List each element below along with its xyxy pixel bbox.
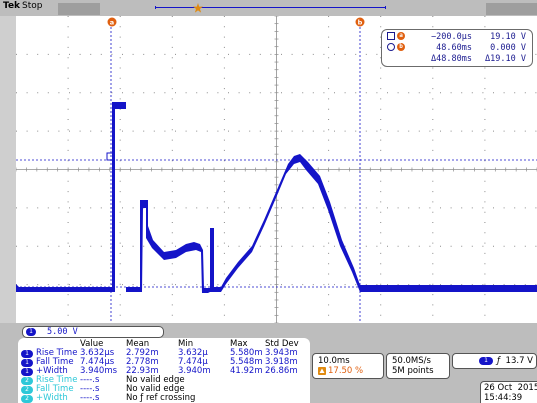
measurement-std-dev: 26.86m [265,366,298,376]
sample-rate: 50.0MS/s [392,356,431,366]
cursor-b-circle-icon [387,43,395,51]
table-row[interactable]: 1 Fall Time 7.474μs 2.778m 7.474μ 5.548m… [18,358,310,367]
measurement-std-dev: 3.943m [265,348,298,358]
brand-logo: Tek [3,1,21,11]
ground-level-arrow-icon[interactable] [16,283,19,291]
cursor-readout-panel: a −200.0μs 19.10 V b 48.60ms 0.000 V Δ48… [381,29,533,67]
grid-dots [16,16,537,323]
measurement-name: +Width [36,393,68,403]
table-row[interactable]: 2 Rise Time ----.s No valid edge [18,376,310,385]
cursor-b-time: 48.60ms [436,43,472,53]
cursor-b-badge: b [397,43,405,51]
cursor-delta-row: Δ48.80ms Δ19.10 V [382,54,532,65]
measurement-name: Rise Time [36,348,78,358]
measurement-note: No valid edge [126,384,185,394]
horizontal-position-icon [318,367,326,375]
measurement-value: 3.632μs [80,348,115,358]
measurement-max: 41.92m [230,366,263,376]
trigger-level: 13.7 V [505,356,533,366]
header-std-dev: Std Dev [265,339,299,349]
timebase-scale: 10.0ms [318,356,350,366]
cursor-b-marker-icon[interactable]: b [355,17,365,27]
ch2-pill: 2 [21,395,33,403]
cursor-b-marker-label: b [358,19,363,27]
header-max: Max [230,339,248,349]
table-row[interactable]: 2 +Width ----.s No ƒ ref crossing [18,394,310,403]
measurement-min: 7.474μ [178,357,208,367]
acquisition-box[interactable]: 50.0MS/s 5M points [386,353,450,379]
header-mean: Mean [126,339,150,349]
measurement-name: +Width [36,366,68,376]
cursor-a-badge: a [397,32,405,40]
measurement-name: Rise Time [36,375,78,385]
measurement-min: 3.940m [178,366,211,376]
measurement-name: Fall Time [36,384,74,394]
time-display: 15:44:39 [484,393,523,403]
trigger-source-pill: 1 [479,357,493,365]
acquisition-status: Stop [22,1,43,11]
table-row[interactable]: 2 Fall Time ----.s No valid edge [18,385,310,394]
measurement-min: 3.632μ [178,348,208,358]
cursor-delta-volt: Δ19.10 V [485,54,526,64]
record-length: 5M points [392,366,434,376]
measurement-mean: 22.93m [126,366,159,376]
measurement-max: 5.580m [230,348,263,358]
measurement-std-dev: 3.918m [265,357,298,367]
cursor-a-marker-icon[interactable]: a [107,17,117,27]
cursor-a-square-icon [387,32,395,40]
timebase-box[interactable]: 10.0ms 17.50 % [312,353,384,379]
waveform-record-bar-left [58,3,100,15]
cursor-a-time: −200.0μs [431,32,472,42]
star-icon[interactable] [193,3,203,13]
ch1-volts-per-div: 5.00 V [47,327,78,337]
table-row[interactable]: 1 +Width 3.940ms 22.93m 3.940m 41.92m 26… [18,367,310,376]
ch2-pill: 2 [21,386,33,394]
measurement-note: No valid edge [126,375,185,385]
measurement-value: 3.940ms [80,366,118,376]
graticule-svg: a b [16,16,537,323]
measurement-mean: 2.778m [126,357,159,367]
timebase-position: 17.50 % [328,366,364,376]
table-row[interactable]: 1 Rise Time 3.632μs 2.792m 3.632μ 5.580m… [18,349,310,358]
measurement-note: No ƒ ref crossing [126,393,196,403]
ch1-pill: 1 [21,350,33,358]
cursor-b-row: b 48.60ms 0.000 V [382,43,532,54]
header-value: Value [80,339,104,349]
cursor-b-volt: 0.000 V [490,43,526,53]
waveform-record-bar-right [486,3,537,15]
cursor-dashed-lines [16,27,537,323]
measurement-max: 5.548m [230,357,263,367]
cursor-a-volt: 19.10 V [490,32,526,42]
header-min: Min [178,339,194,349]
rising-edge-icon: ƒ [497,356,500,366]
ch1-pill: 1 [21,359,33,367]
ch2-pill: 2 [21,377,33,385]
measurement-table: Value Mean Min Max Std Dev 1 Rise Time 3… [18,338,310,403]
measurement-value: ----.s [80,375,100,385]
cursor-delta-time: Δ48.80ms [431,54,472,64]
measurement-value: 7.474μs [80,357,115,367]
ch1-pill: 1 [26,328,36,336]
measurement-mean: 2.792m [126,348,159,358]
waveform-graticule[interactable]: a b [16,16,537,323]
measurement-value: ----.s [80,393,100,403]
cursor-a-crosshair-box[interactable] [106,152,115,161]
ch1-scale-indicator[interactable]: 1 5.00 V [22,326,164,338]
top-status-bar: Tek Stop [0,0,537,16]
record-view-indicator [155,6,386,9]
date-time-box: 26 Oct 2015 15:44:39 [480,381,537,403]
measurement-value: ----.s [80,384,100,394]
trigger-box[interactable]: 1 ƒ 13.7 V [452,353,537,369]
ch1-pill: 1 [21,368,33,376]
bottom-readout-panel: 1 5.00 V Value Mean Min Max Std Dev 1 Ri… [0,323,537,403]
measurement-name: Fall Time [36,357,74,367]
cursor-a-marker-label: a [110,19,114,27]
cursor-a-row: a −200.0μs 19.10 V [382,32,532,43]
date-display: 26 Oct 2015 [484,383,537,393]
